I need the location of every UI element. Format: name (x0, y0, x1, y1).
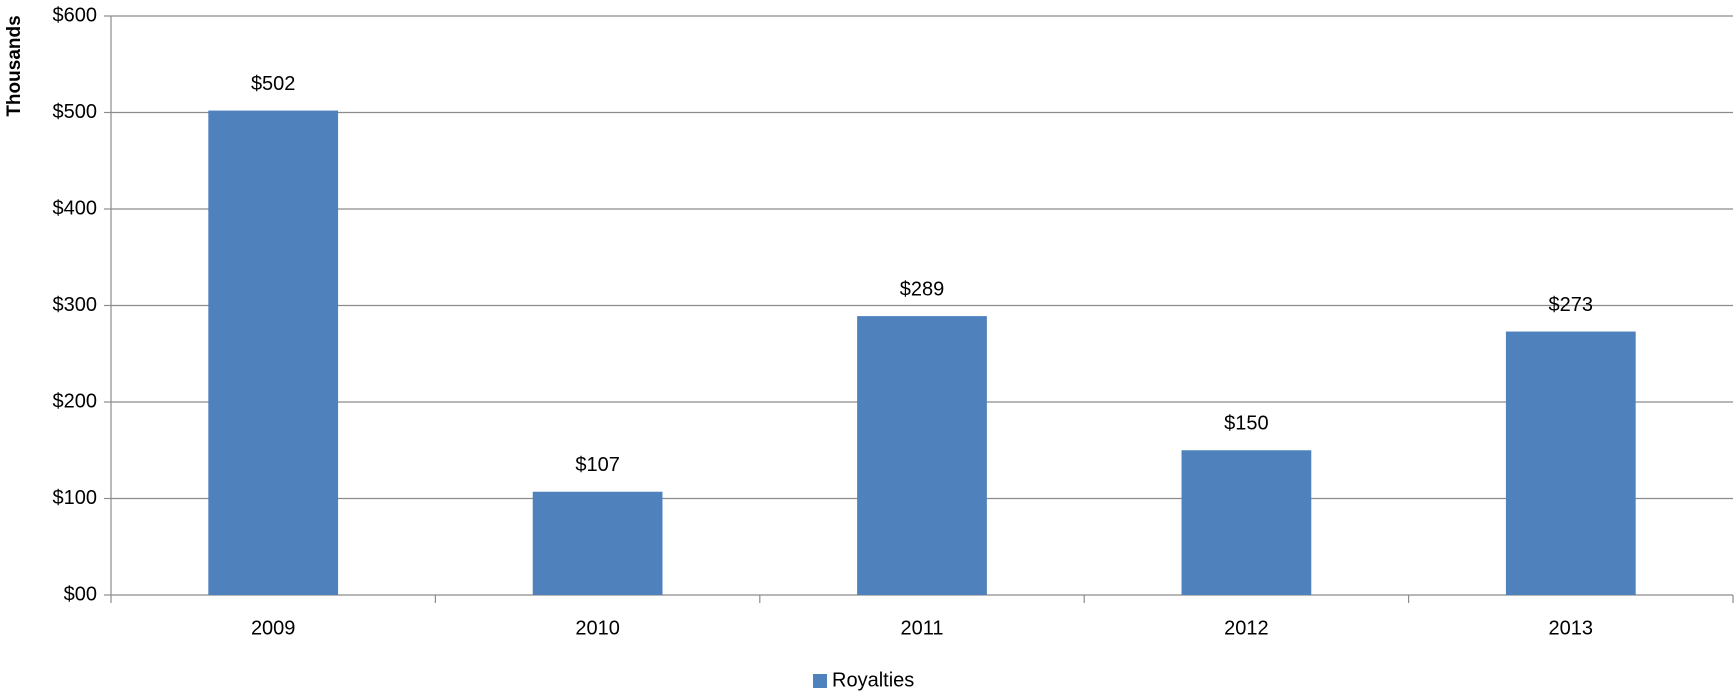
y-tick-label: $200 (53, 390, 98, 412)
data-label: $273 (1549, 294, 1594, 316)
data-label: $289 (900, 278, 945, 300)
y-tick-label: $500 (53, 101, 98, 123)
x-tick-label: 2012 (1224, 617, 1269, 639)
bar (1505, 331, 1636, 595)
y-axis-label: Thousands (4, 15, 25, 116)
data-label: $502 (251, 73, 296, 95)
y-tick-label: $600 (53, 4, 98, 26)
bar (532, 491, 663, 595)
x-tick-label: 2010 (575, 617, 620, 639)
y-tick-label: $300 (53, 294, 98, 316)
data-label: $150 (1224, 413, 1269, 435)
legend-swatch (813, 674, 827, 688)
x-tick-label: 2011 (900, 617, 943, 639)
y-tick-label: $100 (53, 487, 98, 509)
y-tick-label: $400 (53, 197, 98, 219)
bar (1181, 450, 1312, 595)
legend-label: Royalties (832, 669, 914, 691)
x-tick-label: 2013 (1549, 617, 1594, 639)
y-tick-label: $00 (64, 583, 97, 605)
bar (857, 316, 987, 595)
x-tick-label: 2009 (251, 617, 296, 639)
data-label: $107 (575, 454, 620, 476)
bar (208, 110, 339, 595)
